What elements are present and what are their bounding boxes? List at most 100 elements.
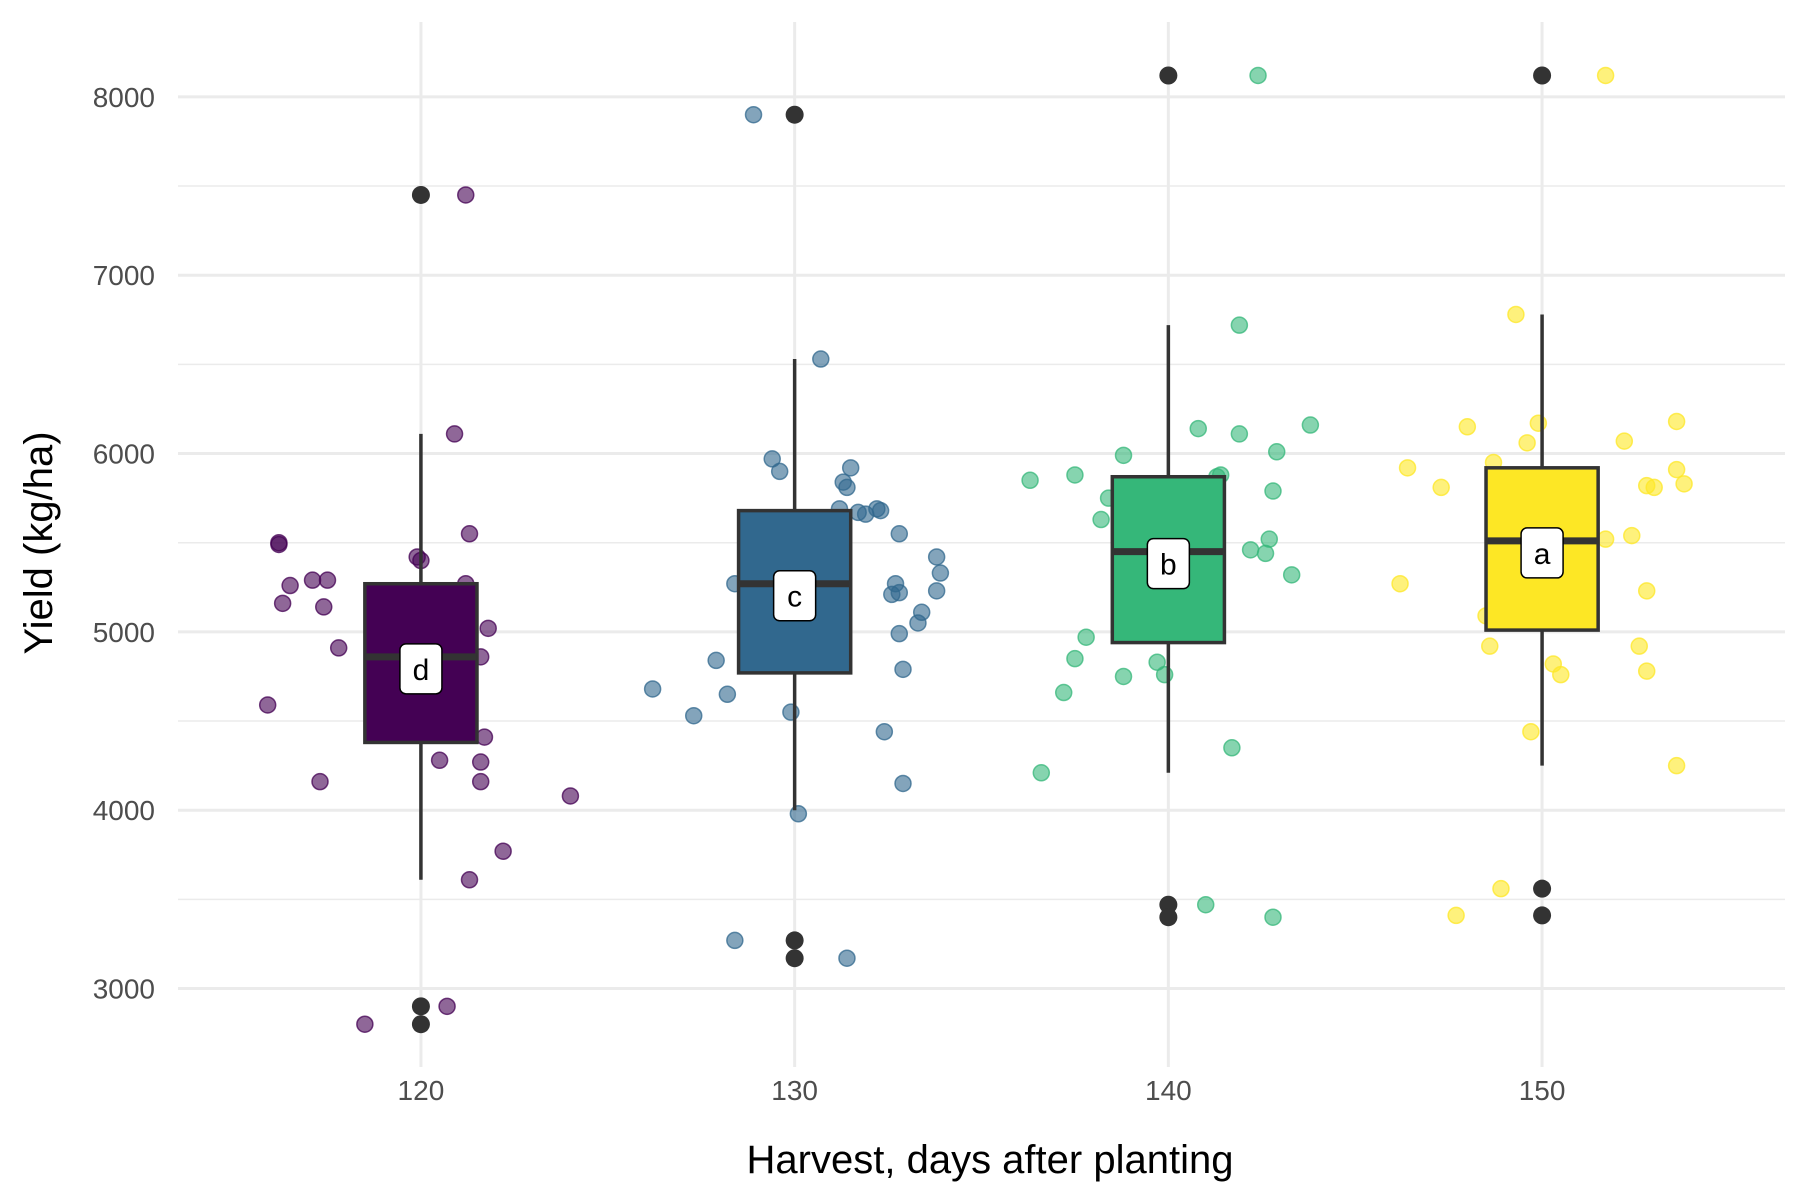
data-point: [1529, 414, 1548, 432]
y-tick-label: 3000: [93, 974, 155, 1005]
data-point: [1458, 418, 1477, 436]
data-point: [270, 535, 288, 554]
y-tick-label: 6000: [93, 439, 155, 470]
data-point: [1637, 662, 1656, 680]
x-axis-title: Harvest, days after planting: [747, 1138, 1234, 1182]
data-point: [838, 949, 856, 967]
data-point: [838, 478, 856, 497]
data-point: [1092, 510, 1110, 529]
y-tick-label: 8000: [93, 82, 155, 113]
outlier-point: [1533, 879, 1552, 898]
data-point: [1623, 526, 1641, 545]
data-point: [438, 997, 456, 1016]
data-point: [460, 871, 479, 889]
y-tick-label: 4000: [93, 795, 155, 826]
data-point: [356, 1015, 374, 1033]
letter-label-box: [1146, 537, 1191, 590]
data-point: [1667, 412, 1686, 431]
data-point: [1301, 416, 1320, 434]
letter-label-box: [772, 569, 817, 622]
letter-label: a: [1534, 538, 1551, 571]
data-point: [894, 774, 912, 793]
data-point: [770, 462, 789, 481]
data-point: [1507, 305, 1525, 324]
data-point: [1282, 566, 1301, 584]
letter-label-box: [399, 643, 443, 695]
outlier-points: [411, 66, 1552, 1034]
letter-label: d: [413, 654, 430, 687]
data-point: [475, 728, 494, 746]
outlier-point: [785, 105, 804, 124]
tick-labels: 3000 4000 5000 6000 7000 8000 120 130 140 150: [93, 82, 1566, 1106]
data-point: [1054, 683, 1073, 702]
data-point: [1391, 574, 1409, 593]
outlier-point: [411, 1015, 430, 1034]
data-point: [890, 624, 909, 643]
data-point: [812, 350, 830, 368]
data-point: [744, 105, 763, 124]
box-plots: [363, 314, 1600, 880]
data-point: [561, 787, 580, 805]
data-point: [1675, 475, 1693, 493]
data-point: [303, 571, 322, 589]
data-point: [1260, 530, 1279, 548]
data-point: [1066, 649, 1084, 668]
data-point: [726, 931, 744, 950]
letter-label: c: [787, 581, 802, 614]
x-tick-label: 130: [771, 1075, 818, 1106]
data-point: [1155, 665, 1174, 684]
data-point: [318, 571, 337, 589]
data-point: [1481, 637, 1499, 655]
data-point: [707, 651, 725, 670]
data-point: [1264, 482, 1282, 500]
data-point: [927, 582, 946, 600]
data-point: [1230, 316, 1249, 334]
outlier-point: [1533, 906, 1552, 925]
data-point: [927, 548, 946, 566]
data-point: [1264, 908, 1282, 926]
data-point: [281, 576, 299, 595]
data-point: [718, 685, 737, 704]
outlier-point: [1159, 66, 1178, 85]
outlier-point: [1533, 66, 1552, 85]
data-point: [1667, 756, 1686, 775]
data-point: [1492, 879, 1510, 898]
data-point: [912, 603, 931, 622]
data-point: [1114, 446, 1133, 465]
data-point: [273, 594, 292, 613]
data-point: [1596, 66, 1615, 85]
data-point: [1637, 582, 1656, 600]
outlier-point: [1159, 908, 1178, 927]
data-point: [1398, 459, 1417, 477]
box-iqr: [1484, 466, 1600, 632]
data-point: [430, 751, 449, 770]
data-point: [890, 525, 909, 543]
group-letters: d c b a: [399, 527, 1564, 695]
outlier-point: [1159, 895, 1178, 914]
data-point: [471, 753, 490, 771]
data-point: [1230, 425, 1249, 443]
data-point: [1189, 419, 1208, 438]
data-point: [1432, 478, 1450, 497]
data-point: [871, 501, 890, 520]
x-tick-label: 150: [1519, 1075, 1566, 1106]
data-point: [1223, 739, 1241, 757]
x-tick-label: 140: [1145, 1075, 1192, 1106]
outlier-point: [411, 185, 430, 204]
data-point: [890, 583, 909, 602]
data-point: [1032, 764, 1051, 782]
data-point: [1021, 471, 1039, 490]
outlier-point: [785, 949, 804, 968]
data-point: [789, 805, 808, 823]
data-point: [782, 703, 800, 721]
outlier-point: [785, 931, 804, 950]
data-point: [1077, 628, 1095, 646]
data-point: [457, 186, 475, 204]
data-point: [471, 772, 490, 791]
data-point: [841, 459, 860, 477]
data-point: [460, 525, 479, 543]
letter-label: b: [1160, 549, 1177, 582]
data-point: [1249, 66, 1267, 85]
data-point: [1241, 541, 1260, 559]
